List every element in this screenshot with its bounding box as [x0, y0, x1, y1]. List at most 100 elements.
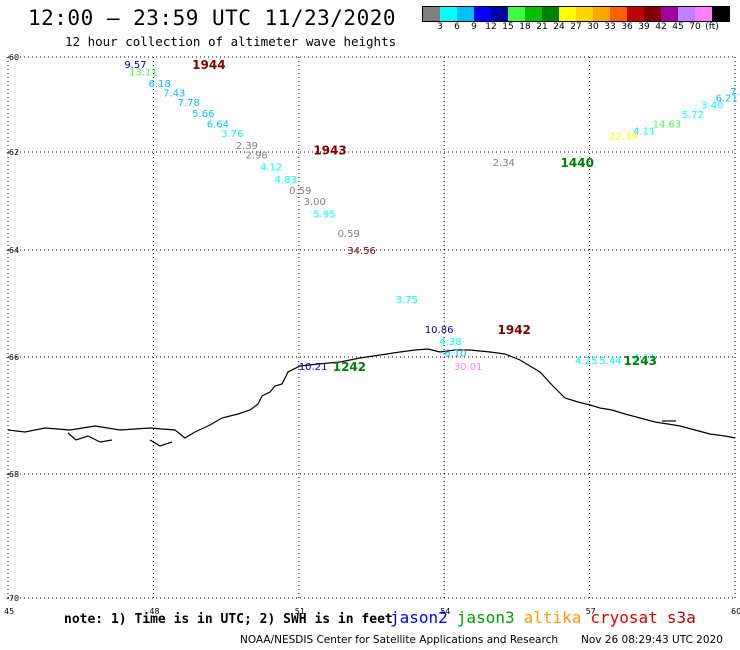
wave-height-value: 5.44 [599, 356, 621, 367]
longitude-tick-labels: 45 48 51 54 57 60 [4, 607, 740, 616]
colorbar-swatch [525, 7, 542, 21]
satellite-pass-labels: 1944 1943 1440 1942 1242 1243 [192, 58, 657, 374]
wave-height-value: 14.63 [653, 120, 682, 131]
pass-number-label: 1944 [192, 58, 225, 72]
colorbar-label: 30 [587, 22, 599, 32]
colorbar-swatch [678, 7, 695, 21]
wave-height-value: 30.01 [454, 362, 483, 373]
colorbar-swatch [491, 7, 508, 21]
wave-height-value: 6.18 [149, 79, 171, 90]
wave-height-value: 6.64 [207, 120, 229, 131]
wave-height-value: 2.39 [236, 141, 258, 152]
colorbar-label: 39 [638, 22, 650, 32]
colorbar-label: 27 [570, 22, 582, 32]
wave-height-value: 34.56 [347, 246, 376, 257]
credit-text: NOAA/NESDIS Center for Satellite Applica… [240, 634, 558, 646]
colorbar-label: 12 [485, 22, 497, 32]
longitude-label: 51 [295, 607, 305, 616]
wave-height-value: 0.59 [338, 229, 360, 240]
coastline-islands [67, 420, 676, 447]
colorbar-label: 33 [604, 22, 616, 32]
colorbar-swatch [593, 7, 610, 21]
colorbar-label: 45 [672, 22, 684, 32]
wave-height-value: 5.66 [192, 109, 214, 120]
colorbar-swatch [644, 7, 661, 21]
wave-height-value: 13.11 [129, 67, 158, 78]
latitude-label: -66 [6, 353, 19, 362]
colorbar-label: 15 [502, 22, 514, 32]
wave-height-value: 4.25 [575, 356, 597, 367]
longitude-label: 54 [440, 607, 450, 616]
wave-height-value: 10.86 [425, 325, 454, 336]
colorbar-swatch [576, 7, 593, 21]
satellite-legend: jason2 jason3 altika cryosat s3a [390, 608, 705, 627]
wave-height-value: 22.39 [609, 131, 638, 142]
latitude-label: -70 [6, 594, 19, 603]
latitude-tick-labels: -60 -62 -64 -66 -68 -70 [6, 53, 19, 603]
wave-height-value: 4.83 [275, 175, 297, 186]
wave-height-value: 6.10 [444, 349, 466, 360]
map-subtitle: 12 hour collection of altimeter wave hei… [65, 34, 397, 49]
colorbar-label: (ft) [705, 22, 719, 32]
colorbar-swatch [508, 7, 525, 21]
wave-height-value: 7.78 [178, 98, 200, 109]
colorbar-swatch [542, 7, 559, 21]
wave-height-value: 5.72 [682, 110, 704, 121]
pass-number-label: 1942 [498, 323, 531, 337]
colorbar-label: 21 [536, 22, 548, 32]
colorbar-label: 24 [553, 22, 565, 32]
wave-height-value: 2.98 [245, 150, 267, 161]
wave-height-value: 7.43 [163, 89, 185, 100]
wave-height-value: 0.59 [289, 186, 311, 197]
coastline [7, 348, 736, 439]
colorbar-label: 3 [437, 22, 443, 32]
legend-s3a: s3a [666, 608, 696, 627]
wave-height-colorbar [422, 6, 730, 22]
colorbar-swatch [423, 7, 440, 21]
longitude-label: 60 [731, 607, 740, 616]
colorbar-label: 36 [621, 22, 633, 32]
map-title: 12:00 – 23:59 UTC 11/23/2020 [28, 6, 397, 30]
colorbar-label: 70 [689, 22, 701, 32]
wave-height-value: 3.00 [304, 197, 326, 208]
longitude-label: 48 [149, 607, 159, 616]
wave-height-value: 5.95 [313, 209, 335, 220]
wave-height-value: 2.34 [493, 158, 515, 169]
legend-cryosat: cryosat [590, 608, 658, 627]
generated-timestamp: Nov 26 08:29:43 UTC 2020 [581, 634, 723, 646]
colorbar-label: 42 [655, 22, 667, 32]
wave-height-value: 4.38 [439, 337, 461, 348]
wave-height-value: 4.11 [633, 353, 655, 364]
pass-number-label: 1440 [561, 156, 594, 170]
colorbar-label: 18 [519, 22, 531, 32]
colorbar-swatch [695, 7, 712, 21]
wave-height-readings: 9.5713.116.187.437.785.666.643.762.392.9… [124, 60, 740, 373]
pass-number-label: 1242 [333, 360, 366, 374]
colorbar-swatch [440, 7, 457, 21]
colorbar-swatch [712, 7, 729, 21]
colorbar-swatch [661, 7, 678, 21]
pass-number-label: 1943 [313, 144, 346, 158]
legend-jason2: jason2 [390, 608, 448, 627]
legend-altika: altika [523, 608, 582, 627]
wave-height-value: 10.21 [299, 362, 328, 373]
wave-height-value: 4.11 [633, 127, 655, 138]
latitude-label: -64 [6, 246, 19, 255]
colorbar-swatch [627, 7, 644, 21]
wave-height-value: 3.75 [396, 295, 418, 306]
legend-jason3: jason3 [456, 608, 515, 627]
latitude-label: -68 [6, 470, 19, 479]
latitude-label: -60 [6, 53, 19, 62]
wave-height-value: 7.57 [730, 87, 740, 98]
wave-height-value: 3.40 [701, 101, 723, 112]
colorbar-swatch [559, 7, 576, 21]
colorbar-swatch [457, 7, 474, 21]
latitude-label: -62 [6, 148, 19, 157]
pass-number-label: 1243 [624, 354, 657, 368]
wave-height-value: 6.21 [716, 93, 738, 104]
colorbar-swatch [474, 7, 491, 21]
longitude-label: 45 [4, 607, 14, 616]
wave-height-value: 4.12 [260, 163, 282, 174]
colorbar-label: 9 [471, 22, 477, 32]
